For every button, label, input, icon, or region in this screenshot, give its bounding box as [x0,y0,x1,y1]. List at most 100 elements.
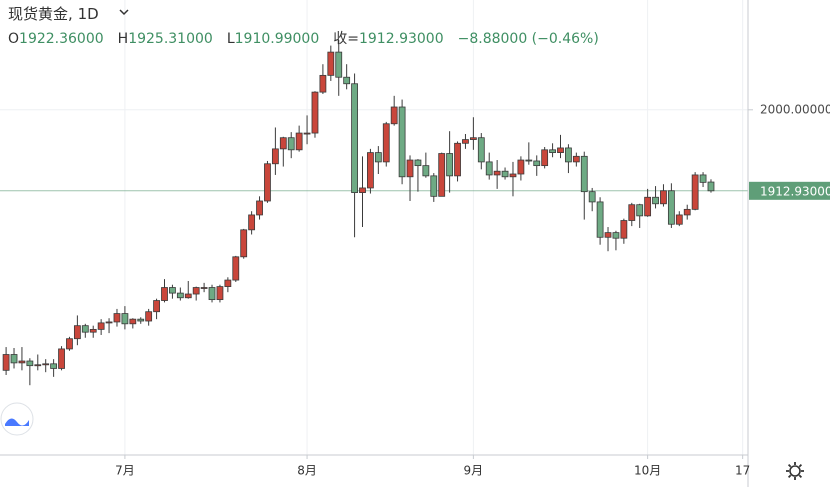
candle-body [501,170,509,178]
candle-body [359,187,366,194]
candle-body [200,287,208,289]
logo-circle[interactable] [0,402,34,436]
candle-body [398,106,406,178]
candle-body [137,318,145,322]
candle-body [485,161,493,176]
candle-body [446,153,454,177]
candle-body [58,348,65,369]
grid [0,0,748,455]
candle-body [73,325,81,340]
candle-body [382,123,390,163]
candle-body [311,91,319,134]
candle-body [351,83,358,194]
candle-body [161,287,168,301]
candle-body [335,51,343,78]
legend-key: L [227,31,235,47]
gear-ring [789,465,801,477]
candle-body [374,152,382,163]
candle-body [422,165,430,177]
y-tick-label: 2000.00000 [760,102,830,116]
candle-body [596,201,604,238]
candle-body [572,155,580,163]
candle-body [145,311,153,322]
candle-body [240,229,248,258]
settings-gear[interactable] [786,462,804,480]
candle-body [691,174,699,210]
interval: 1D [78,5,99,23]
axes: 2000.00000 7月 8月 9月 10月 17 1912.93000 [115,102,830,478]
candle-body [517,159,525,175]
candle-body [2,354,10,371]
candle-body [683,208,691,216]
candle-body [248,214,256,231]
candle-body [303,132,311,135]
legend-key: 收= [333,31,359,47]
candle-body [319,74,327,93]
candle-body [565,147,572,163]
candle-body [34,364,42,367]
legend-key: H [118,31,129,47]
candle-body [208,287,216,301]
candle-body [327,51,335,76]
candle-body [493,170,501,176]
candle-body [42,363,50,366]
candle-body [414,159,422,167]
symbol-title[interactable]: 现货黄金, 1D [8,5,99,23]
candle-body [652,196,659,205]
candle-body [121,313,129,325]
candle-body [224,279,232,287]
candle-body [454,142,461,177]
candle-body [612,232,620,239]
candle-body [256,200,263,216]
legend-value: 1910.99000 [235,31,320,47]
candle-body [66,338,73,350]
candle-body [169,287,176,294]
x-tick-label: 17 [735,464,750,478]
candle-body [477,137,485,163]
x-tick-label: 10月 [634,464,661,478]
x-tick-label: 8月 [297,464,317,478]
candle-body [469,137,477,140]
x-tick-label: 9月 [464,464,484,478]
legend-value: 1912.93000 [359,31,444,47]
candle-body [588,191,596,203]
candle-body [636,204,644,217]
candle-body [26,360,34,367]
ohlc-legend: O1922.36000 H1925.31000 L1910.99000 收=1912.… [8,31,599,47]
candle-body [216,286,224,301]
x-tick-label: 7月 [115,464,135,478]
candle-body [644,196,652,217]
interval-chevron[interactable] [119,9,129,16]
candle-body [660,190,667,205]
candle-body [699,174,707,183]
candle-body [113,313,121,323]
candle-body [549,149,556,153]
candle-body [675,214,683,225]
candle-body [580,155,588,193]
candle-body [390,106,398,125]
legend-value: 1925.31000 [128,31,213,47]
candle-body [279,137,287,150]
candle-body [533,160,541,167]
candle-body [367,152,374,189]
logo-wave [5,418,29,426]
last-price-label: 1912.93000 [760,184,830,198]
candle-body [667,190,675,225]
candles [2,40,715,386]
legend-key: O [8,31,19,47]
candle-body [18,360,26,364]
candle-body [153,300,160,313]
symbol-name: 现货黄金 [8,5,68,23]
logo[interactable] [0,402,34,436]
candle-body [50,363,58,369]
separator: , [68,5,78,23]
candle-body [343,76,351,85]
gear-teeth [786,462,804,480]
candle-body [264,163,271,202]
candle-body [176,292,184,299]
candle-body [97,322,105,330]
candle-body [438,153,446,197]
candle-body [557,147,564,153]
